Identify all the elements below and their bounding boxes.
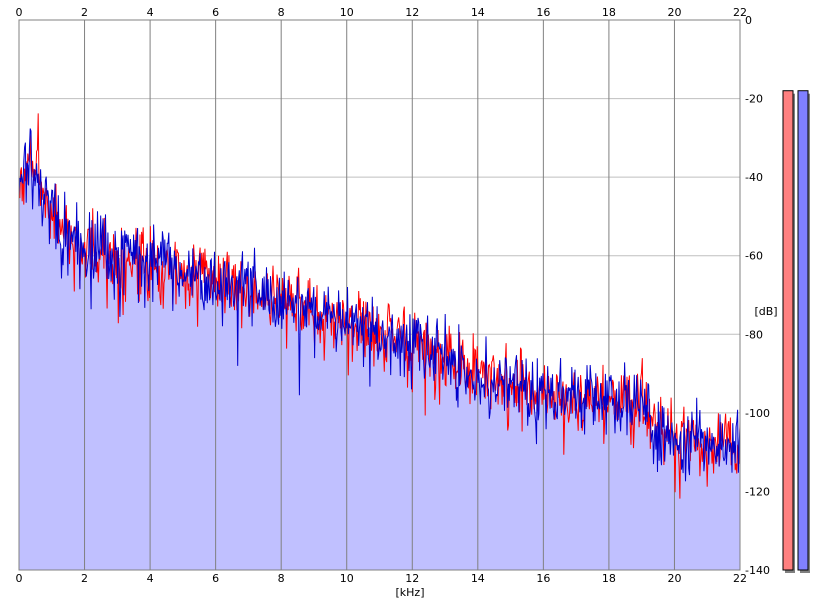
x-tick-label-top: 8 — [278, 6, 285, 19]
y-axis-label: [dB] — [754, 305, 777, 318]
series-lines — [18, 113, 741, 499]
x-tick-label: 0 — [16, 572, 23, 585]
y-tick-label: -100 — [745, 407, 770, 420]
y-tick-label: -40 — [745, 171, 763, 184]
level-meters — [782, 90, 810, 573]
y-tick-label: 0 — [745, 14, 752, 27]
x-tick-label: 22 — [733, 572, 747, 585]
x-tick-label: 2 — [81, 572, 88, 585]
x-tick-label-top: 2 — [81, 6, 88, 19]
x-tick-label: 14 — [471, 572, 485, 585]
y-tick-label: -20 — [745, 93, 763, 106]
axes: 002244668810101212141416161818202022220-… — [16, 6, 770, 585]
x-tick-label: 16 — [536, 572, 550, 585]
y-tick-label: -60 — [745, 250, 763, 263]
x-tick-label-top: 16 — [536, 6, 550, 19]
x-tick-label: 10 — [340, 572, 354, 585]
x-tick-label: 6 — [212, 572, 219, 585]
level-meter-bar-2 — [797, 90, 809, 571]
x-tick-label-top: 18 — [602, 6, 616, 19]
series-line-2 — [18, 128, 741, 482]
y-tick-label: -120 — [745, 485, 770, 498]
x-tick-label: 20 — [667, 572, 681, 585]
x-tick-label-top: 0 — [16, 6, 23, 19]
spectrum-fill-area — [18, 20, 741, 570]
x-tick-label-top: 4 — [147, 6, 154, 19]
level-meter-bar-1 — [782, 90, 794, 571]
x-tick-label-top: 14 — [471, 6, 485, 19]
x-tick-label-top: 10 — [340, 6, 354, 19]
x-tick-label-top: 12 — [405, 6, 419, 19]
y-tick-label: -140 — [745, 564, 770, 577]
y-tick-label: -80 — [745, 328, 763, 341]
x-tick-label-top: 20 — [667, 6, 681, 19]
x-tick-label: 8 — [278, 572, 285, 585]
x-tick-label: 18 — [602, 572, 616, 585]
plot-border — [18, 19, 741, 571]
x-tick-label: 4 — [147, 572, 154, 585]
x-axis-label: [kHz] — [396, 586, 425, 599]
x-tick-label: 12 — [405, 572, 419, 585]
x-tick-label-top: 6 — [212, 6, 219, 19]
x-tick-label-top: 22 — [733, 6, 747, 19]
